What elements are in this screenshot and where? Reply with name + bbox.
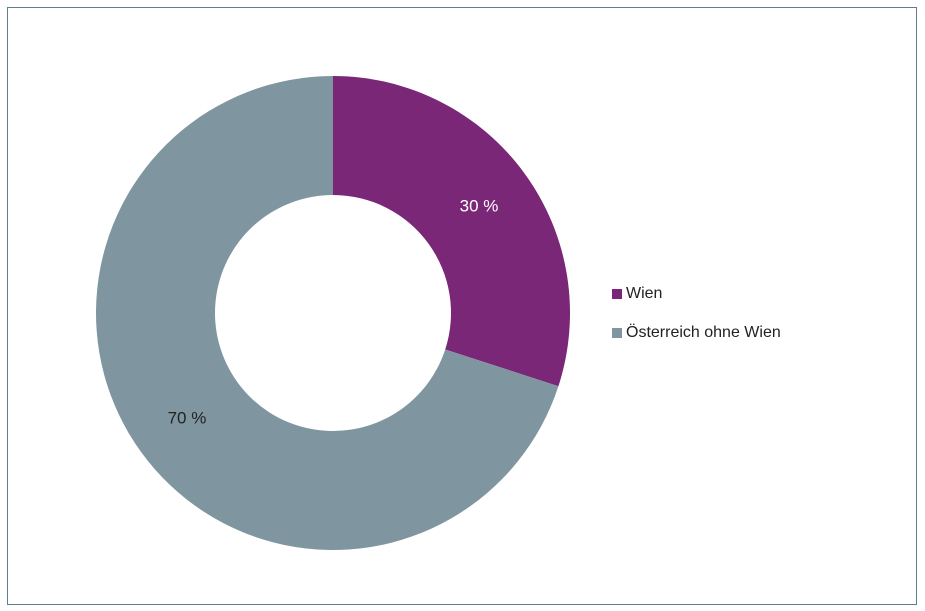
donut-slice-0 <box>333 76 570 387</box>
slices-group <box>95 76 570 551</box>
legend-item-oesterreich-ohne-wien: Österreich ohne Wien <box>612 323 781 343</box>
data-label-1: 70 % <box>168 409 207 428</box>
legend-item-wien: Wien <box>612 284 781 304</box>
legend-label-wien: Wien <box>626 285 663 302</box>
legend-swatch-wien <box>612 289 622 299</box>
data-label-0: 30 % <box>460 196 499 215</box>
legend: Wien Österreich ohne Wien <box>612 284 781 362</box>
donut-slice-1 <box>95 76 559 551</box>
legend-swatch-oesterreich-ohne-wien <box>612 328 622 338</box>
legend-label-oesterreich-ohne-wien: Österreich ohne Wien <box>626 324 781 341</box>
data-labels-group: 30 % 70 % <box>168 196 499 427</box>
